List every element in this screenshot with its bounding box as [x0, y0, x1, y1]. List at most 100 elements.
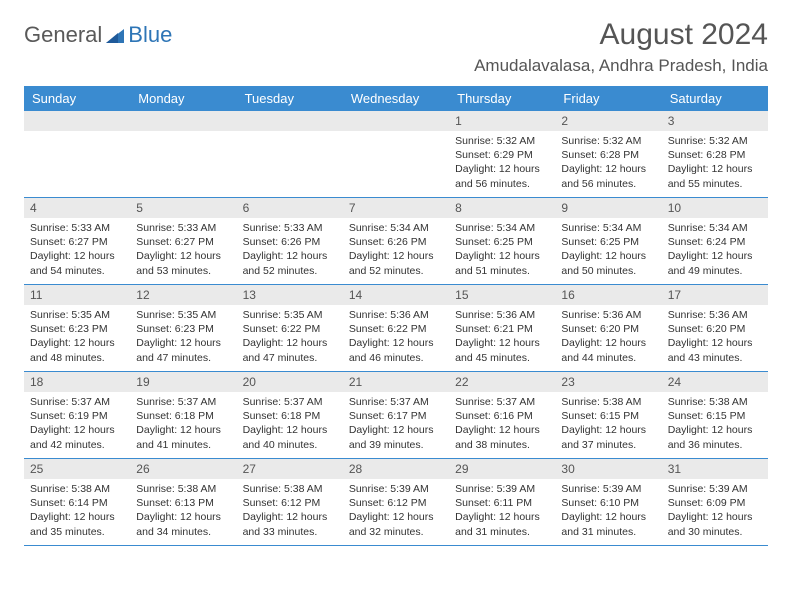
calendar-day-cell: [24, 111, 130, 197]
calendar-day-cell: [130, 111, 236, 197]
weekday-header: Tuesday: [237, 86, 343, 111]
calendar-day-cell: 5Sunrise: 5:33 AMSunset: 6:27 PMDaylight…: [130, 198, 236, 284]
daylight-text: Daylight: 12 hours and 46 minutes.: [349, 336, 443, 364]
weekday-header: Sunday: [24, 86, 130, 111]
sunrise-text: Sunrise: 5:38 AM: [243, 482, 337, 496]
day-number: 14: [343, 285, 449, 305]
calendar-day-cell: 28Sunrise: 5:39 AMSunset: 6:12 PMDayligh…: [343, 459, 449, 545]
day-sun-info: Sunrise: 5:36 AMSunset: 6:20 PMDaylight:…: [555, 305, 661, 368]
day-sun-info: Sunrise: 5:32 AMSunset: 6:29 PMDaylight:…: [449, 131, 555, 194]
daylight-text: Daylight: 12 hours and 56 minutes.: [455, 162, 549, 190]
daylight-text: Daylight: 12 hours and 47 minutes.: [243, 336, 337, 364]
day-number: 1: [449, 111, 555, 131]
calendar-day-cell: 29Sunrise: 5:39 AMSunset: 6:11 PMDayligh…: [449, 459, 555, 545]
weekday-header: Friday: [555, 86, 661, 111]
day-number: 3: [662, 111, 768, 131]
day-number: 16: [555, 285, 661, 305]
calendar-day-cell: 27Sunrise: 5:38 AMSunset: 6:12 PMDayligh…: [237, 459, 343, 545]
sunset-text: Sunset: 6:28 PM: [561, 148, 655, 162]
day-number: 27: [237, 459, 343, 479]
day-sun-info: Sunrise: 5:35 AMSunset: 6:22 PMDaylight:…: [237, 305, 343, 368]
daylight-text: Daylight: 12 hours and 55 minutes.: [668, 162, 762, 190]
daylight-text: Daylight: 12 hours and 49 minutes.: [668, 249, 762, 277]
calendar-day-cell: 16Sunrise: 5:36 AMSunset: 6:20 PMDayligh…: [555, 285, 661, 371]
day-number: 23: [555, 372, 661, 392]
sunrise-text: Sunrise: 5:32 AM: [455, 134, 549, 148]
daylight-text: Daylight: 12 hours and 33 minutes.: [243, 510, 337, 538]
day-number: 19: [130, 372, 236, 392]
calendar-day-cell: 6Sunrise: 5:33 AMSunset: 6:26 PMDaylight…: [237, 198, 343, 284]
sunrise-text: Sunrise: 5:38 AM: [561, 395, 655, 409]
day-sun-info: Sunrise: 5:37 AMSunset: 6:18 PMDaylight:…: [130, 392, 236, 455]
calendar-grid: Sunday Monday Tuesday Wednesday Thursday…: [24, 86, 768, 546]
calendar-day-cell: 22Sunrise: 5:37 AMSunset: 6:16 PMDayligh…: [449, 372, 555, 458]
day-number: [24, 111, 130, 131]
calendar-day-cell: 17Sunrise: 5:36 AMSunset: 6:20 PMDayligh…: [662, 285, 768, 371]
day-number: 8: [449, 198, 555, 218]
daylight-text: Daylight: 12 hours and 47 minutes.: [136, 336, 230, 364]
calendar-day-cell: 13Sunrise: 5:35 AMSunset: 6:22 PMDayligh…: [237, 285, 343, 371]
calendar-day-cell: 7Sunrise: 5:34 AMSunset: 6:26 PMDaylight…: [343, 198, 449, 284]
day-number: 9: [555, 198, 661, 218]
daylight-text: Daylight: 12 hours and 54 minutes.: [30, 249, 124, 277]
title-block: August 2024 Amudalavalasa, Andhra Prades…: [474, 18, 768, 76]
daylight-text: Daylight: 12 hours and 30 minutes.: [668, 510, 762, 538]
calendar-day-cell: 31Sunrise: 5:39 AMSunset: 6:09 PMDayligh…: [662, 459, 768, 545]
sunrise-text: Sunrise: 5:33 AM: [30, 221, 124, 235]
calendar-day-cell: 21Sunrise: 5:37 AMSunset: 6:17 PMDayligh…: [343, 372, 449, 458]
day-sun-info: Sunrise: 5:35 AMSunset: 6:23 PMDaylight:…: [130, 305, 236, 368]
weekday-header: Saturday: [662, 86, 768, 111]
day-sun-info: Sunrise: 5:36 AMSunset: 6:20 PMDaylight:…: [662, 305, 768, 368]
sunrise-text: Sunrise: 5:37 AM: [136, 395, 230, 409]
day-number: 26: [130, 459, 236, 479]
sunset-text: Sunset: 6:14 PM: [30, 496, 124, 510]
page-header: General Blue August 2024 Amudalavalasa, …: [24, 18, 768, 76]
calendar-day-cell: 1Sunrise: 5:32 AMSunset: 6:29 PMDaylight…: [449, 111, 555, 197]
sunset-text: Sunset: 6:18 PM: [136, 409, 230, 423]
daylight-text: Daylight: 12 hours and 41 minutes.: [136, 423, 230, 451]
day-sun-info: Sunrise: 5:38 AMSunset: 6:15 PMDaylight:…: [555, 392, 661, 455]
day-sun-info: Sunrise: 5:39 AMSunset: 6:09 PMDaylight:…: [662, 479, 768, 542]
day-sun-info: Sunrise: 5:36 AMSunset: 6:21 PMDaylight:…: [449, 305, 555, 368]
sunrise-text: Sunrise: 5:36 AM: [668, 308, 762, 322]
daylight-text: Daylight: 12 hours and 34 minutes.: [136, 510, 230, 538]
daylight-text: Daylight: 12 hours and 36 minutes.: [668, 423, 762, 451]
daylight-text: Daylight: 12 hours and 40 minutes.: [243, 423, 337, 451]
sunrise-text: Sunrise: 5:35 AM: [243, 308, 337, 322]
day-sun-info: Sunrise: 5:34 AMSunset: 6:25 PMDaylight:…: [555, 218, 661, 281]
sunset-text: Sunset: 6:22 PM: [243, 322, 337, 336]
daylight-text: Daylight: 12 hours and 39 minutes.: [349, 423, 443, 451]
day-number: 31: [662, 459, 768, 479]
daylight-text: Daylight: 12 hours and 32 minutes.: [349, 510, 443, 538]
daylight-text: Daylight: 12 hours and 31 minutes.: [561, 510, 655, 538]
sunrise-text: Sunrise: 5:34 AM: [455, 221, 549, 235]
calendar-day-cell: 14Sunrise: 5:36 AMSunset: 6:22 PMDayligh…: [343, 285, 449, 371]
day-sun-info: Sunrise: 5:39 AMSunset: 6:10 PMDaylight:…: [555, 479, 661, 542]
sunrise-text: Sunrise: 5:38 AM: [30, 482, 124, 496]
sunrise-text: Sunrise: 5:39 AM: [561, 482, 655, 496]
sunset-text: Sunset: 6:17 PM: [349, 409, 443, 423]
sunset-text: Sunset: 6:25 PM: [455, 235, 549, 249]
sunset-text: Sunset: 6:29 PM: [455, 148, 549, 162]
calendar-day-cell: 23Sunrise: 5:38 AMSunset: 6:15 PMDayligh…: [555, 372, 661, 458]
day-sun-info: Sunrise: 5:36 AMSunset: 6:22 PMDaylight:…: [343, 305, 449, 368]
sunrise-text: Sunrise: 5:34 AM: [349, 221, 443, 235]
day-sun-info: Sunrise: 5:37 AMSunset: 6:16 PMDaylight:…: [449, 392, 555, 455]
day-number: [130, 111, 236, 131]
sunset-text: Sunset: 6:20 PM: [668, 322, 762, 336]
day-sun-info: Sunrise: 5:37 AMSunset: 6:18 PMDaylight:…: [237, 392, 343, 455]
daylight-text: Daylight: 12 hours and 52 minutes.: [243, 249, 337, 277]
location-text: Amudalavalasa, Andhra Pradesh, India: [474, 56, 768, 76]
day-number: 22: [449, 372, 555, 392]
day-number: [343, 111, 449, 131]
sunrise-text: Sunrise: 5:35 AM: [136, 308, 230, 322]
sunrise-text: Sunrise: 5:33 AM: [136, 221, 230, 235]
sunset-text: Sunset: 6:16 PM: [455, 409, 549, 423]
day-number: 28: [343, 459, 449, 479]
day-number: 6: [237, 198, 343, 218]
sunrise-text: Sunrise: 5:37 AM: [243, 395, 337, 409]
sunset-text: Sunset: 6:15 PM: [561, 409, 655, 423]
calendar-day-cell: 20Sunrise: 5:37 AMSunset: 6:18 PMDayligh…: [237, 372, 343, 458]
day-sun-info: Sunrise: 5:34 AMSunset: 6:24 PMDaylight:…: [662, 218, 768, 281]
sunrise-text: Sunrise: 5:38 AM: [136, 482, 230, 496]
